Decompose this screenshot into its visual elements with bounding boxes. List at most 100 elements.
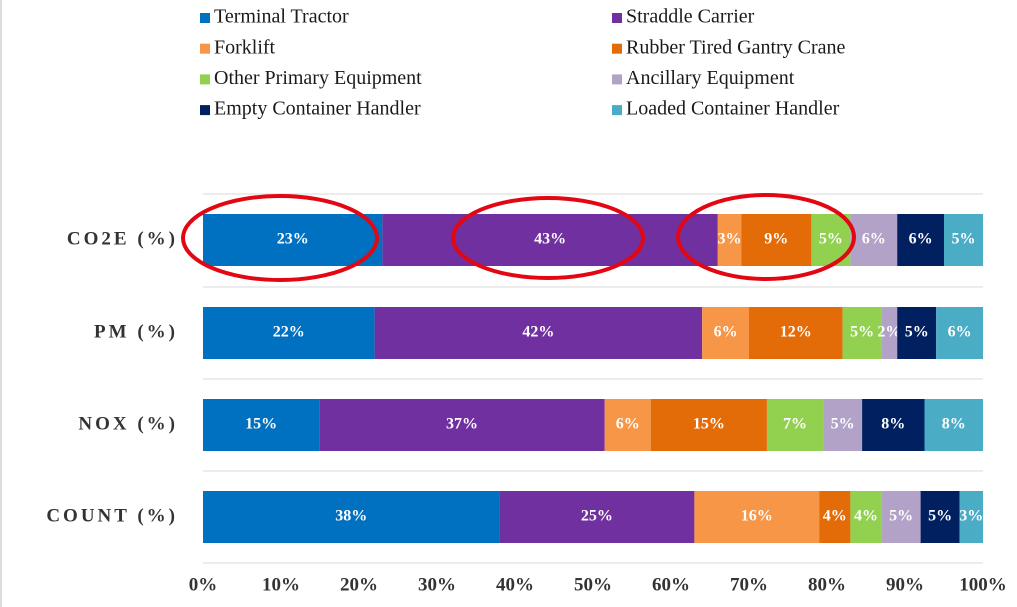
legend-swatch: [612, 74, 622, 85]
data-label: 5%: [928, 508, 952, 525]
data-label: 23%: [277, 231, 309, 248]
legend-label: Straddle Carrier: [626, 6, 755, 28]
x-tick-label: 50%: [574, 574, 612, 595]
bar-segment: [694, 491, 820, 543]
legend-label: Forklift: [214, 36, 276, 58]
legend-swatch: [200, 105, 210, 116]
highlight-ellipse: [676, 193, 856, 281]
bar-segment: [741, 214, 812, 266]
category-label: NOX (%): [78, 413, 178, 434]
data-label: 8%: [942, 416, 966, 433]
bar-segment: [881, 491, 921, 543]
category-label: CO2E (%): [67, 228, 178, 249]
highlight-ellipse: [451, 196, 645, 280]
data-label: 16%: [741, 508, 773, 525]
data-label: 5%: [819, 231, 843, 248]
bar-segment: [650, 399, 767, 451]
data-label: 43%: [534, 231, 566, 248]
bar-segment: [374, 307, 703, 359]
x-tick-label: 80%: [808, 574, 846, 595]
bar-segment: [499, 491, 695, 543]
legend-swatch: [200, 74, 210, 85]
annotations: [181, 193, 856, 282]
data-label: 37%: [446, 416, 478, 433]
legend-swatch: [612, 13, 622, 23]
data-label: 15%: [245, 416, 277, 433]
x-tick-label: 10%: [262, 574, 300, 595]
x-tick-label: 20%: [340, 574, 378, 595]
data-label: 5%: [850, 324, 874, 341]
highlight-ellipse: [181, 194, 379, 282]
data-label: 5%: [831, 416, 855, 433]
data-label: 2%: [877, 324, 901, 341]
legend-label: Terminal Tractor: [214, 6, 349, 28]
data-label: 6%: [948, 324, 972, 341]
category-label: PM (%): [94, 321, 178, 342]
bar-segment: [766, 399, 824, 451]
bar-segment: [862, 399, 925, 451]
data-label: 6%: [909, 231, 933, 248]
x-tick-label: 0%: [189, 574, 218, 595]
data-label: 12%: [780, 324, 812, 341]
bar-segment: [702, 307, 749, 359]
bar-segment: [850, 491, 882, 543]
data-label: 4%: [854, 508, 878, 525]
bar-segment: [897, 214, 944, 266]
x-tick-label: 100%: [959, 574, 1007, 595]
data-label: 5%: [905, 324, 929, 341]
data-label: 3%: [718, 231, 742, 248]
data-label: 3%: [959, 508, 983, 525]
plot: 0% 10% 20% 30% 40% 50% 60% 70% 80% 90% 100% CO2E (%…: [46, 6, 1006, 596]
legend-label: Rubber Tired Gantry Crane: [626, 36, 846, 58]
data-label: 22%: [273, 324, 305, 341]
bar-segment: [382, 214, 718, 266]
data-label: 38%: [335, 508, 367, 525]
bar-segment: [850, 214, 898, 266]
data-label: 4%: [823, 508, 847, 525]
legend-label: Empty Container Handler: [214, 98, 421, 120]
x-tick-label: 40%: [496, 574, 534, 595]
x-tick-label: 30%: [418, 574, 456, 595]
legend-swatch: [612, 43, 622, 54]
bar-segment: [881, 307, 898, 359]
bar-segment: [203, 214, 383, 266]
bar-segment: [203, 491, 500, 543]
data-label: 6%: [862, 231, 886, 248]
bar-segment: [920, 491, 960, 543]
data-label: 8%: [881, 416, 905, 433]
bar-segment: [936, 307, 983, 359]
bar-segment: [717, 214, 742, 266]
x-tick-label: 60%: [652, 574, 690, 595]
data-label: 6%: [714, 324, 738, 341]
bar-segment: [823, 399, 863, 451]
bar-segment: [749, 307, 843, 359]
data-label: 6%: [616, 416, 640, 433]
data-label: 25%: [581, 508, 613, 525]
data-label: 5%: [952, 231, 976, 248]
legend-swatch: [200, 13, 210, 23]
legend-swatch: [612, 105, 622, 116]
bar-segment: [203, 307, 375, 359]
bar-segment: [897, 307, 937, 359]
x-tick-label: 70%: [730, 574, 768, 595]
data-label: 7%: [783, 416, 807, 433]
legend-label: Other Primary Equipment: [214, 67, 422, 89]
bar-segment: [959, 491, 983, 543]
bar-segment: [842, 307, 882, 359]
bar-segment: [203, 399, 320, 451]
bar-segment: [604, 399, 651, 451]
legend-label: Loaded Container Handler: [626, 98, 840, 120]
bar-segment: [319, 399, 605, 451]
data-label: 15%: [693, 416, 725, 433]
legend-swatch: [200, 43, 210, 54]
category-label: COUNT (%): [46, 505, 178, 526]
bar-segment: [924, 399, 983, 451]
bar-segment: [944, 214, 983, 266]
data-label: 42%: [522, 324, 554, 341]
data-label: 9%: [764, 231, 788, 248]
bar-segment: [819, 491, 851, 543]
x-tick-label: 90%: [886, 574, 924, 595]
legend-label: Ancillary Equipment: [626, 67, 795, 89]
data-label: 5%: [889, 508, 913, 525]
